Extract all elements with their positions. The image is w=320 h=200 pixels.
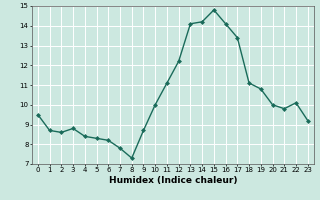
X-axis label: Humidex (Indice chaleur): Humidex (Indice chaleur) <box>108 176 237 185</box>
